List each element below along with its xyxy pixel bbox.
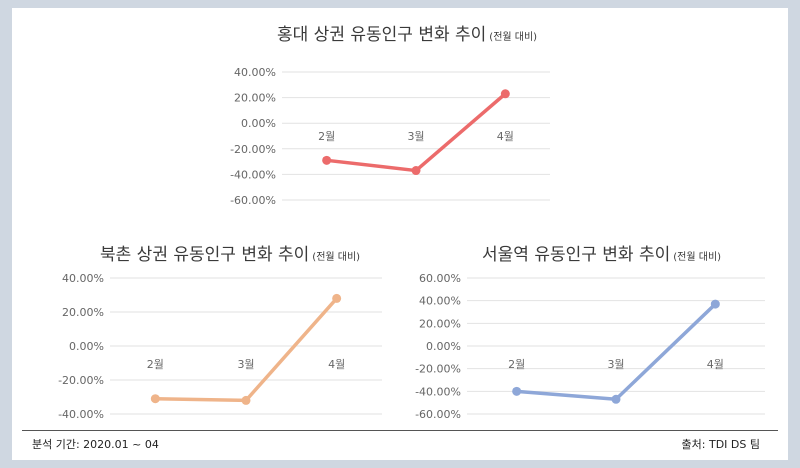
chart-title: 북촌 상권 유동인구 변화 추이 (전월 대비) (100, 240, 360, 265)
chart-title: 서울역 유동인구 변화 추이 (전월 대비) (482, 240, 721, 265)
chart-panel: 홍대 상권 유동인구 변화 추이 (전월 대비) 40.00% 20.00% 0.00… (12, 8, 788, 460)
chart-title-main: 홍대 상권 유동인구 변화 추이 (277, 25, 487, 45)
y-tick-label: -60.00% (230, 194, 276, 207)
x-category-label: 4월 (497, 130, 514, 143)
y-tick-label: 40.00% (234, 66, 276, 79)
chart-subtitle: (전월 대비) (489, 32, 538, 43)
y-tick-label: 20.00% (234, 92, 276, 105)
y-tick-label: -20.00% (230, 143, 276, 156)
y-tick-label: 40.00% (62, 272, 104, 285)
source-credit: 출처: TDI DS 팀 (681, 438, 760, 451)
data-point (411, 166, 421, 176)
y-tick-label: 60.00% (419, 272, 461, 285)
y-tick-label: -40.00% (415, 385, 461, 398)
y-tick-label: 20.00% (419, 317, 461, 330)
y-tick-label: 0.00% (426, 340, 461, 353)
data-point (150, 394, 160, 404)
analysis-period: 분석 기간: 2020.01 ~ 04 (32, 438, 159, 451)
x-category-label: 4월 (707, 358, 724, 371)
series-line (153, 296, 339, 403)
x-category-label: 3월 (407, 130, 424, 143)
data-point (500, 89, 510, 99)
hongdae-line-chart: 40.00% 20.00% 0.00% -20.00% -40.00% -60.00% 2월… (230, 66, 550, 207)
chart-subtitle: (전월 대비) (312, 252, 361, 263)
chart-title-main: 서울역 유동인구 변화 추이 (482, 245, 671, 265)
data-point (710, 299, 720, 309)
data-point (241, 395, 251, 405)
y-tick-label: 40.00% (419, 295, 461, 308)
data-point (332, 293, 342, 303)
y-tick-label: -20.00% (415, 363, 461, 376)
bukchon-line-chart: 40.00% 20.00% 0.00% -20.00% -40.00% 2월 3월 4월 (58, 272, 382, 421)
x-category-label: 4월 (328, 358, 345, 371)
chart-subtitle: (전월 대비) (673, 252, 722, 263)
data-point (322, 155, 332, 165)
y-tick-label: -40.00% (230, 168, 276, 181)
chart-title-main: 북촌 상권 유동인구 변화 추이 (100, 245, 310, 265)
x-category-label: 2월 (147, 358, 164, 371)
x-category-label: 3월 (607, 358, 624, 371)
seoul-station-line-chart: 60.00% 40.00% 20.00% 0.00% -20.00% -40.00% -60… (415, 272, 765, 421)
y-tick-label: 0.00% (69, 340, 104, 353)
y-tick-label: 0.00% (241, 117, 276, 130)
data-point (512, 386, 522, 396)
data-point (611, 394, 621, 404)
x-category-label: 3월 (237, 358, 254, 371)
y-tick-label: -40.00% (58, 408, 104, 421)
footer-divider (22, 430, 778, 431)
y-tick-label: -20.00% (58, 374, 104, 387)
chart-title: 홍대 상권 유동인구 변화 추이 (전월 대비) (277, 20, 537, 45)
series-line (514, 302, 718, 402)
x-category-label: 2월 (318, 130, 335, 143)
x-category-label: 2월 (508, 358, 525, 371)
y-tick-label: 20.00% (62, 306, 104, 319)
y-tick-label: -60.00% (415, 408, 461, 421)
